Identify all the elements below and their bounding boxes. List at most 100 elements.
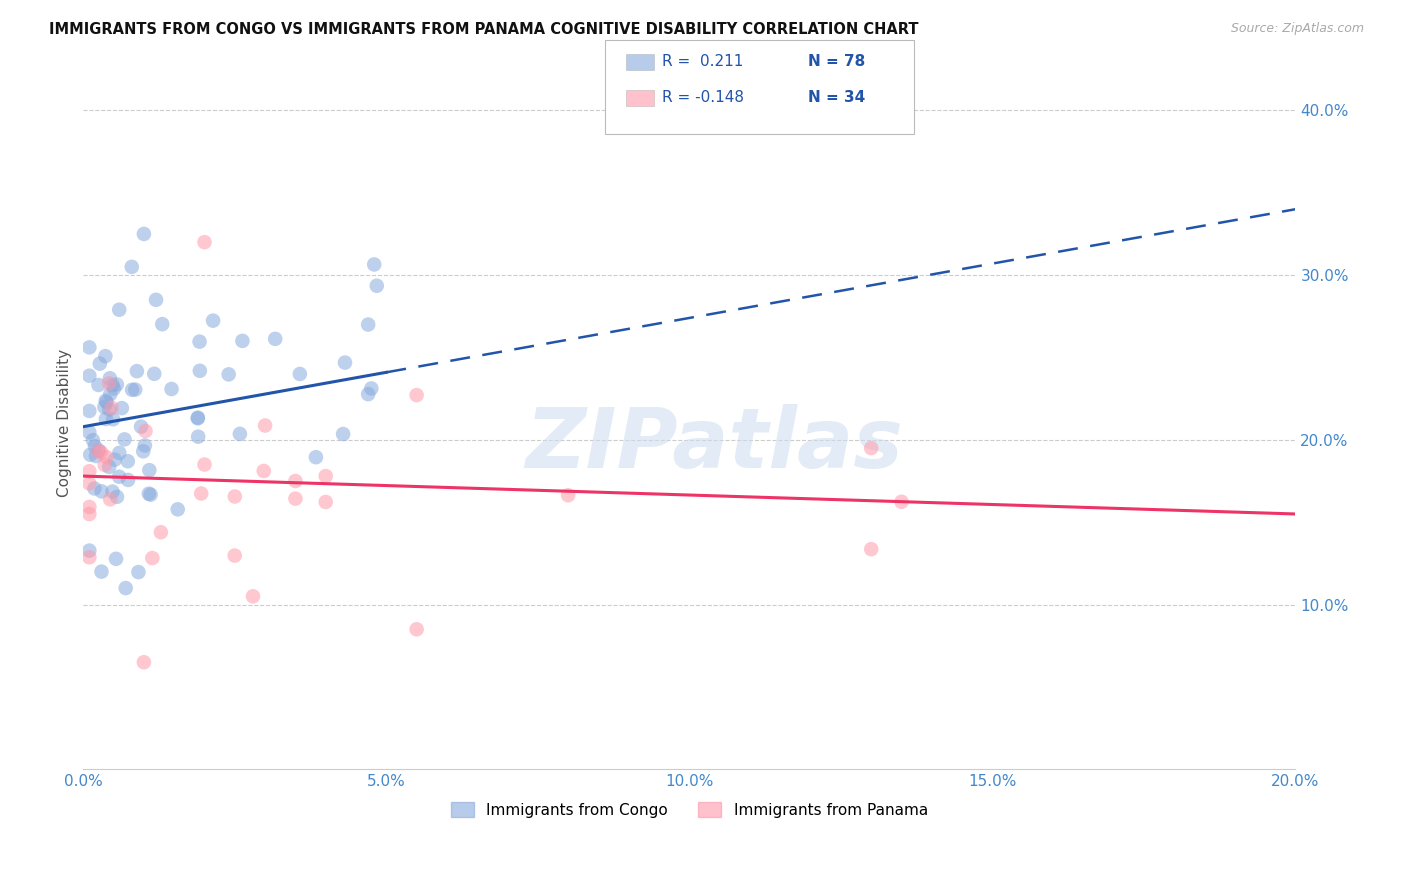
Point bbox=[79, 500, 101, 514]
Point bbox=[188, 334, 211, 349]
Point bbox=[101, 484, 124, 499]
Point bbox=[187, 430, 209, 444]
Text: R =  0.211: R = 0.211 bbox=[662, 54, 744, 70]
Point bbox=[98, 402, 121, 417]
Point bbox=[141, 551, 163, 566]
Legend: Immigrants from Congo, Immigrants from Panama: Immigrants from Congo, Immigrants from P… bbox=[444, 796, 934, 824]
Point bbox=[79, 340, 101, 354]
Point bbox=[231, 334, 253, 348]
Point bbox=[79, 368, 101, 383]
Point bbox=[124, 383, 146, 397]
Point bbox=[160, 382, 183, 396]
Point bbox=[79, 448, 101, 462]
Point bbox=[90, 565, 112, 579]
Y-axis label: Cognitive Disability: Cognitive Disability bbox=[58, 350, 72, 498]
Point bbox=[150, 317, 173, 331]
Point bbox=[134, 424, 156, 438]
Text: IMMIGRANTS FROM CONGO VS IMMIGRANTS FROM PANAMA COGNITIVE DISABILITY CORRELATION: IMMIGRANTS FROM CONGO VS IMMIGRANTS FROM… bbox=[49, 22, 918, 37]
Point bbox=[193, 235, 215, 249]
Point bbox=[114, 433, 136, 447]
Point bbox=[132, 227, 155, 241]
Point bbox=[117, 454, 139, 468]
Point bbox=[103, 382, 125, 396]
Point bbox=[93, 400, 115, 414]
Point bbox=[79, 464, 101, 478]
Point bbox=[121, 383, 143, 397]
Point bbox=[79, 550, 101, 565]
Point bbox=[98, 492, 121, 507]
Point bbox=[187, 411, 209, 425]
Point bbox=[315, 495, 337, 509]
Point bbox=[98, 371, 121, 385]
Point bbox=[90, 445, 112, 459]
Point bbox=[860, 441, 883, 455]
Point bbox=[188, 364, 211, 378]
Point bbox=[333, 355, 356, 369]
Text: ZIPatlas: ZIPatlas bbox=[524, 403, 903, 484]
Point bbox=[132, 655, 155, 669]
Point bbox=[125, 364, 148, 378]
Point bbox=[254, 418, 277, 433]
Point bbox=[101, 378, 124, 392]
Point bbox=[79, 507, 101, 521]
Point bbox=[98, 387, 121, 401]
Point bbox=[332, 427, 354, 442]
Point bbox=[108, 302, 131, 317]
Point bbox=[860, 542, 883, 557]
Point bbox=[202, 313, 225, 327]
Point bbox=[89, 357, 111, 371]
Point bbox=[253, 464, 276, 478]
Point bbox=[98, 459, 121, 474]
Point bbox=[105, 377, 128, 392]
Point bbox=[284, 474, 307, 488]
Text: R = -0.148: R = -0.148 bbox=[662, 90, 744, 105]
Point bbox=[557, 488, 579, 502]
Point bbox=[315, 469, 337, 483]
Point bbox=[145, 293, 167, 307]
Point bbox=[360, 381, 382, 395]
Point bbox=[96, 395, 118, 409]
Point bbox=[134, 438, 156, 452]
Point bbox=[108, 469, 131, 483]
Point bbox=[218, 368, 240, 382]
Point bbox=[187, 410, 209, 425]
Point bbox=[288, 367, 311, 381]
Point bbox=[87, 444, 110, 458]
Point bbox=[98, 376, 121, 391]
Point bbox=[94, 393, 117, 408]
Point bbox=[100, 401, 122, 415]
Point bbox=[149, 525, 172, 540]
Point bbox=[138, 486, 160, 500]
Point bbox=[87, 378, 110, 392]
Point bbox=[193, 458, 215, 472]
Point bbox=[79, 404, 101, 418]
Point bbox=[132, 444, 155, 458]
Point bbox=[94, 349, 117, 363]
Point bbox=[82, 433, 104, 447]
Point bbox=[284, 491, 307, 506]
Point bbox=[117, 473, 139, 487]
Point bbox=[143, 367, 166, 381]
Point bbox=[224, 549, 246, 563]
Point bbox=[229, 426, 252, 441]
Point bbox=[121, 260, 143, 274]
Point bbox=[114, 581, 136, 595]
Point bbox=[890, 495, 912, 509]
Point bbox=[104, 452, 127, 467]
Point bbox=[357, 387, 380, 401]
Point bbox=[305, 450, 328, 465]
Point bbox=[83, 482, 105, 496]
Point bbox=[108, 446, 131, 460]
Point bbox=[79, 425, 101, 440]
Point bbox=[84, 449, 107, 463]
Point bbox=[138, 463, 160, 477]
Point bbox=[94, 412, 117, 426]
Point bbox=[101, 412, 124, 426]
Point bbox=[264, 332, 287, 346]
Text: N = 78: N = 78 bbox=[808, 54, 866, 70]
Point bbox=[366, 278, 388, 293]
Text: Source: ZipAtlas.com: Source: ZipAtlas.com bbox=[1230, 22, 1364, 36]
Point bbox=[111, 401, 134, 416]
Point bbox=[94, 458, 117, 472]
Point bbox=[405, 622, 427, 636]
